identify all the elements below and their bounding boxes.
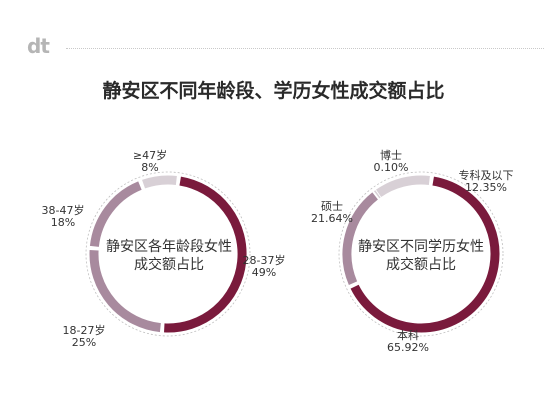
chart2-label-master: 硕士 21.64% [300,201,364,225]
chart2-val-0: 65.92% [387,341,429,354]
chart1-center-title: 静安区各年龄段女性 成交额占比 [88,238,250,274]
chart2-slice-1 [342,192,378,285]
chart2-slice-3 [376,175,430,198]
chart2-label-phd: 博士 0.10% [361,150,421,174]
chart1-slice-2 [89,181,142,247]
chart1-slice-1 [89,250,161,333]
page-title: 静安区不同年龄段、学历女性成交额占比 [102,80,445,102]
chart2-center-line2: 成交额占比 [386,257,456,273]
chart2-slice-2 [373,190,381,199]
chart2-slice-0 [350,176,500,333]
header-divider [66,48,544,49]
chart1-slice-0 [164,176,247,333]
chart1-slice-3 [142,175,177,189]
chart2-cat-2: 博士 [380,149,402,162]
chart1-label-38-47: 38-47岁 18% [33,205,93,229]
chart2-cat-0: 本科 [397,329,419,342]
chart1-label-over47: ≥47岁 8% [122,150,178,174]
chart1-val-0: 49% [251,266,277,279]
chart1-center-line2: 成交额占比 [134,257,204,273]
chart2-cat-1: 硕士 [321,200,343,213]
chart2-outer-ring [338,171,504,337]
chart1-label-28-37: 28-37岁 49% [234,255,294,279]
chart1-val-3: 8% [141,161,159,174]
chart2-cat-3: 专科及以下 [458,169,514,182]
chart2-center-line1: 静安区不同学历女性 [358,239,484,255]
chart1-val-2: 18% [50,216,76,229]
chart1-label-18-27: 18-27岁 25% [54,325,114,349]
chart2-label-associate: 专科及以下 12.35% [441,170,531,194]
chart2-center-title: 静安区不同学历女性 成交额占比 [340,238,502,274]
chart1-center-line1: 静安区各年龄段女性 [106,239,232,255]
chart2-label-bachelor: 本科 65.92% [373,330,443,354]
chart1-cat-1: 18-27岁 [62,324,106,337]
chart2-val-1: 21.64% [311,212,353,225]
chart1-cat-2: 38-47岁 [41,204,85,217]
chart1-outer-ring [85,171,251,337]
chart1-cat-3: ≥47岁 [132,149,168,162]
chart2-val-3: 12.35% [465,181,507,194]
chart2-val-2: 0.10% [373,161,409,174]
brand-logo: dt [27,34,50,58]
chart1-val-1: 25% [71,336,97,349]
chart1-cat-0: 28-37岁 [242,254,286,267]
